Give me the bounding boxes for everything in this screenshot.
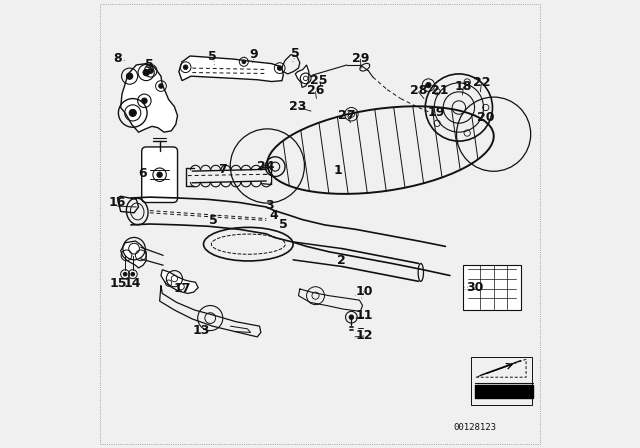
Text: 23: 23 bbox=[289, 100, 307, 113]
Text: 25: 25 bbox=[310, 74, 328, 87]
Polygon shape bbox=[121, 64, 177, 132]
Circle shape bbox=[141, 98, 147, 103]
Text: 5: 5 bbox=[208, 49, 217, 63]
Circle shape bbox=[148, 68, 154, 73]
Circle shape bbox=[129, 109, 136, 116]
Text: 12: 12 bbox=[355, 328, 372, 342]
Text: 00128123: 00128123 bbox=[453, 423, 496, 432]
Text: 29: 29 bbox=[351, 52, 369, 65]
Text: 21: 21 bbox=[431, 84, 449, 97]
Circle shape bbox=[127, 73, 132, 79]
Circle shape bbox=[349, 315, 354, 319]
Circle shape bbox=[242, 60, 246, 64]
Text: 20: 20 bbox=[477, 111, 495, 124]
Text: 22: 22 bbox=[472, 76, 490, 90]
Circle shape bbox=[159, 84, 163, 88]
FancyBboxPatch shape bbox=[141, 147, 177, 202]
Polygon shape bbox=[475, 385, 533, 398]
Polygon shape bbox=[161, 270, 198, 293]
Text: 11: 11 bbox=[355, 309, 372, 323]
Circle shape bbox=[131, 272, 134, 276]
Polygon shape bbox=[121, 241, 146, 268]
Text: 5: 5 bbox=[145, 58, 154, 72]
Text: 3: 3 bbox=[266, 198, 274, 212]
Text: 30: 30 bbox=[466, 281, 483, 294]
Text: 26: 26 bbox=[307, 84, 324, 97]
Text: 28: 28 bbox=[410, 84, 428, 97]
Text: 18: 18 bbox=[454, 79, 472, 93]
Text: 1: 1 bbox=[333, 164, 342, 177]
Text: 4: 4 bbox=[270, 209, 278, 223]
Text: 17: 17 bbox=[173, 282, 191, 296]
Bar bbox=[472, 357, 532, 405]
Circle shape bbox=[184, 65, 188, 69]
Circle shape bbox=[426, 82, 431, 88]
Text: 5: 5 bbox=[209, 214, 218, 227]
Polygon shape bbox=[296, 65, 309, 87]
Text: 10: 10 bbox=[356, 284, 374, 298]
Text: 7: 7 bbox=[218, 163, 227, 176]
Text: 19: 19 bbox=[428, 106, 445, 120]
Text: 5: 5 bbox=[279, 218, 287, 232]
Text: 27: 27 bbox=[338, 109, 356, 122]
Text: 13: 13 bbox=[193, 324, 210, 337]
Circle shape bbox=[143, 69, 149, 76]
Text: 15: 15 bbox=[109, 276, 127, 290]
Text: 16: 16 bbox=[109, 196, 126, 209]
Circle shape bbox=[124, 272, 127, 276]
Circle shape bbox=[278, 66, 282, 70]
Text: 14: 14 bbox=[124, 276, 141, 290]
Text: 9: 9 bbox=[250, 48, 258, 61]
Text: 24: 24 bbox=[257, 160, 274, 173]
Text: 2: 2 bbox=[337, 254, 346, 267]
Text: 6: 6 bbox=[139, 167, 147, 181]
Circle shape bbox=[157, 172, 163, 177]
Polygon shape bbox=[179, 56, 284, 82]
Text: 5: 5 bbox=[291, 47, 300, 60]
Bar bbox=[463, 265, 521, 310]
Text: 8: 8 bbox=[113, 52, 122, 65]
